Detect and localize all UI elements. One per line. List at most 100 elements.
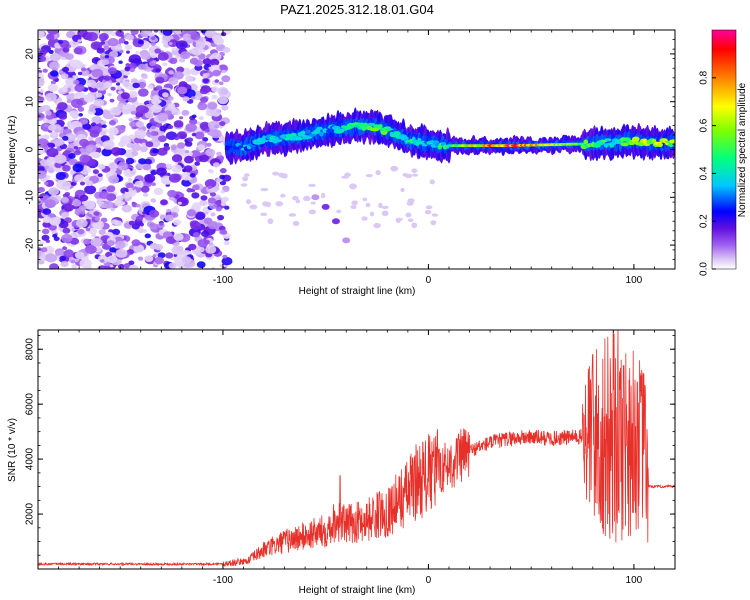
noise-blob bbox=[60, 261, 69, 268]
noise-blob bbox=[114, 199, 124, 207]
noise-blob bbox=[135, 203, 141, 208]
streak-blob bbox=[395, 219, 401, 223]
noise-blob bbox=[209, 192, 216, 197]
noise-blob bbox=[115, 30, 124, 37]
noise-blob bbox=[62, 47, 70, 53]
noise-blob bbox=[151, 182, 157, 187]
noise-blob bbox=[190, 32, 201, 41]
noise-blob bbox=[196, 222, 201, 227]
noise-blob bbox=[42, 68, 48, 73]
noise-blob bbox=[140, 51, 152, 60]
streak-blob bbox=[242, 176, 249, 182]
noise-blob bbox=[77, 228, 85, 235]
noise-blob bbox=[89, 108, 94, 112]
noise-blob bbox=[150, 36, 156, 41]
noise-blob bbox=[55, 172, 67, 180]
noise-blob bbox=[138, 222, 144, 227]
noise-blob bbox=[165, 252, 174, 259]
noise-blob bbox=[88, 227, 98, 235]
streak-region bbox=[240, 165, 439, 244]
noise-blob bbox=[85, 227, 91, 232]
streak-blob bbox=[424, 209, 432, 215]
noise-blob bbox=[210, 212, 216, 217]
noise-blob bbox=[214, 79, 220, 83]
noise-blob bbox=[107, 92, 112, 97]
noise-blob bbox=[165, 236, 177, 245]
noise-blob bbox=[44, 199, 56, 209]
noise-blob bbox=[222, 254, 228, 259]
noise-blob bbox=[139, 145, 148, 153]
noise-blob bbox=[150, 125, 156, 130]
noise-blob bbox=[150, 104, 162, 113]
noise-blob bbox=[47, 30, 60, 35]
noise-blob bbox=[128, 62, 137, 70]
ridge-core bbox=[259, 140, 266, 144]
noise-blob bbox=[51, 119, 57, 124]
noise-blob bbox=[185, 75, 194, 82]
noise-blob bbox=[98, 164, 106, 170]
noise-blob bbox=[219, 168, 227, 174]
noise-blob bbox=[194, 211, 206, 220]
noise-blob bbox=[65, 84, 70, 88]
noise-blob bbox=[141, 142, 147, 147]
noise-blob bbox=[197, 102, 208, 111]
noise-blob bbox=[84, 185, 97, 195]
x-tick-label: -100 bbox=[213, 575, 233, 586]
noise-blob bbox=[120, 92, 130, 100]
noise-blob bbox=[191, 46, 203, 56]
noise-blob bbox=[128, 54, 141, 64]
noise-blob bbox=[107, 38, 119, 47]
noise-blob bbox=[137, 256, 144, 261]
noise-blob bbox=[212, 69, 221, 77]
noise-blob bbox=[188, 243, 197, 251]
noise-blob bbox=[100, 41, 106, 45]
noise-blob bbox=[57, 102, 68, 111]
noise-blob bbox=[74, 251, 85, 259]
spectrogram-y-label: Frequency (Hz) bbox=[7, 116, 18, 185]
noise-blob bbox=[43, 124, 49, 128]
noise-blob bbox=[100, 217, 108, 223]
noise-blob bbox=[72, 163, 84, 173]
noise-blob bbox=[42, 221, 51, 228]
noise-blob bbox=[224, 205, 230, 210]
streak-blob bbox=[431, 213, 439, 217]
noise-blob bbox=[128, 90, 138, 98]
noise-blob bbox=[159, 222, 164, 226]
noise-blob bbox=[213, 186, 219, 191]
noise-blob bbox=[134, 180, 144, 188]
noise-blob bbox=[103, 109, 108, 113]
noise-blob bbox=[83, 238, 91, 245]
streak-blob bbox=[308, 183, 316, 187]
noise-blob bbox=[205, 245, 217, 254]
noise-blob bbox=[47, 168, 55, 174]
noise-blob bbox=[191, 192, 200, 199]
noise-blob bbox=[110, 207, 116, 212]
noise-blob bbox=[39, 240, 45, 245]
noise-blob bbox=[41, 228, 50, 235]
noise-blob bbox=[154, 256, 164, 265]
noise-blob bbox=[142, 192, 149, 197]
ridge-core bbox=[332, 125, 341, 131]
noise-blob bbox=[165, 38, 171, 42]
noise-blob bbox=[176, 197, 189, 207]
noise-blob bbox=[140, 185, 150, 193]
noise-blob bbox=[171, 154, 183, 163]
noise-blob bbox=[91, 68, 104, 78]
noise-blob bbox=[173, 233, 184, 241]
noise-blob bbox=[186, 187, 193, 193]
noise-blob bbox=[45, 110, 52, 116]
noise-blob bbox=[137, 63, 147, 70]
noise-blob bbox=[73, 79, 80, 85]
noise-blob bbox=[93, 98, 105, 107]
noise-blob bbox=[152, 60, 157, 64]
noise-blob bbox=[135, 215, 143, 222]
streak-blob bbox=[311, 194, 320, 201]
noise-blob bbox=[104, 30, 109, 33]
noise-blob bbox=[220, 32, 227, 37]
noise-blob bbox=[107, 255, 118, 264]
noise-blob bbox=[219, 64, 228, 71]
noise-blob bbox=[52, 234, 58, 238]
noise-blob bbox=[197, 239, 209, 248]
noise-blob bbox=[165, 163, 172, 169]
